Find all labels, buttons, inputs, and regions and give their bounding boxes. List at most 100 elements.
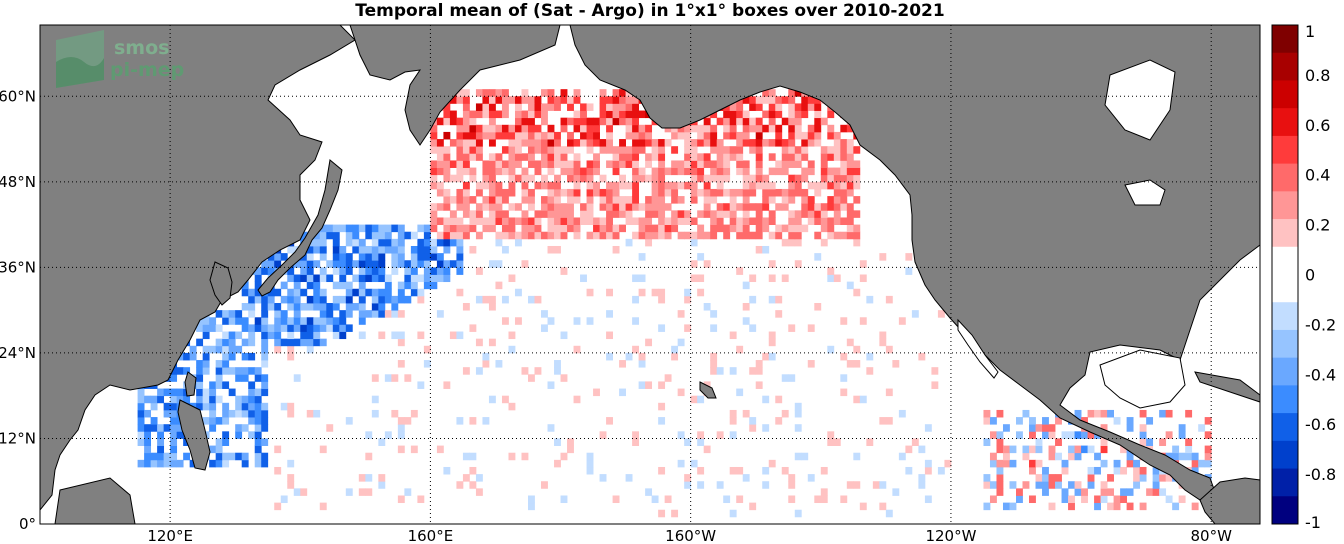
grid-cell [163, 409, 171, 418]
grid-cell [365, 431, 373, 439]
grid-cell [612, 495, 620, 504]
grid-cell [645, 153, 653, 161]
grid-cell [703, 303, 711, 311]
grid-cell [671, 210, 679, 218]
grid-cell [547, 245, 555, 254]
grid-cell [814, 210, 822, 218]
grid-cell [170, 395, 178, 404]
grid-cell [736, 203, 744, 211]
grid-cell [658, 402, 666, 411]
water-great-lakes [1124, 179, 1166, 206]
grid-cell [144, 459, 152, 468]
grid-cell [475, 181, 483, 190]
grid-cell [488, 395, 496, 404]
grid-cell [196, 374, 204, 382]
grid-cell [736, 146, 744, 154]
grid-cell [1100, 438, 1108, 446]
grid-cell [651, 495, 659, 504]
grid-cell [768, 331, 776, 340]
grid-cell [651, 181, 659, 190]
grid-cell [449, 96, 457, 104]
chart-title: Temporal mean of (Sat - Argo) in 1°x1° b… [355, 1, 945, 21]
grid-cell [1087, 431, 1095, 439]
grid-cell [710, 167, 718, 176]
grid-cell [1100, 495, 1108, 504]
grid-cell [606, 181, 613, 190]
grid-cell [794, 188, 802, 197]
grid-cell [697, 139, 705, 147]
grid-cell [684, 146, 692, 154]
grid-cell [742, 317, 750, 325]
grid-cell [287, 274, 295, 283]
grid-cell [606, 231, 613, 240]
grid-cell [358, 281, 366, 290]
grid-cell [1126, 424, 1134, 432]
grid-cell [449, 174, 457, 183]
grid-cell [645, 224, 653, 233]
grid-cell [729, 210, 737, 218]
grid-cell [287, 352, 295, 361]
grid-cell [794, 509, 802, 518]
grid-cell [261, 409, 269, 418]
grid-cell [1113, 502, 1121, 511]
grid-cell [820, 203, 828, 211]
grid-cell [462, 139, 470, 147]
grid-cell [625, 238, 633, 247]
grid-cell [671, 345, 679, 354]
grid-cell [846, 210, 854, 218]
grid-cell [593, 153, 600, 161]
grid-cell [222, 417, 230, 425]
grid-cell [781, 374, 789, 382]
grid-cell [638, 203, 646, 211]
grid-cell [508, 402, 516, 411]
grid-cell [254, 452, 262, 461]
grid-cell [807, 360, 815, 368]
grid-cell [378, 303, 386, 311]
grid-cell [677, 124, 685, 133]
grid-cell [677, 217, 685, 225]
grid-cell [495, 89, 503, 97]
grid-cell [736, 267, 744, 275]
grid-cell [1087, 474, 1095, 482]
grid-cell [274, 345, 282, 354]
grid-cell [528, 188, 535, 197]
grid-cell [788, 231, 796, 240]
grid-cell [612, 224, 620, 233]
grid-cell [384, 245, 392, 254]
grid-cell [528, 374, 535, 382]
grid-cell [404, 295, 412, 304]
grid-cell [716, 431, 724, 439]
grid-cell [781, 139, 789, 147]
grid-cell [528, 203, 535, 211]
grid-cell [729, 110, 737, 119]
grid-cell [697, 174, 705, 183]
grid-cell [261, 417, 269, 425]
grid-cell [267, 288, 275, 297]
grid-cell [358, 474, 366, 482]
grid-cell [423, 260, 431, 268]
grid-cell [632, 438, 640, 446]
grid-cell [788, 181, 796, 190]
grid-cell [462, 196, 470, 204]
grid-cell [794, 117, 802, 126]
grid-cell [514, 131, 522, 140]
grid-cell [319, 231, 327, 240]
grid-cell [1068, 445, 1075, 454]
grid-cell [423, 238, 431, 247]
grid-cell [567, 224, 574, 233]
grid-cell [554, 146, 561, 154]
grid-cell [397, 224, 405, 233]
grid-cell [462, 167, 470, 176]
grid-cell [358, 310, 366, 318]
grid-cell [755, 181, 763, 190]
grid-cell [306, 303, 314, 311]
grid-cell [567, 96, 574, 104]
grid-cell [332, 245, 340, 254]
grid-cell [664, 224, 672, 233]
grid-cell [306, 260, 314, 268]
grid-cell [528, 231, 535, 240]
grid-cell [209, 445, 217, 454]
grid-cell [658, 160, 666, 168]
grid-cell [423, 224, 431, 233]
grid-cell [794, 89, 802, 97]
